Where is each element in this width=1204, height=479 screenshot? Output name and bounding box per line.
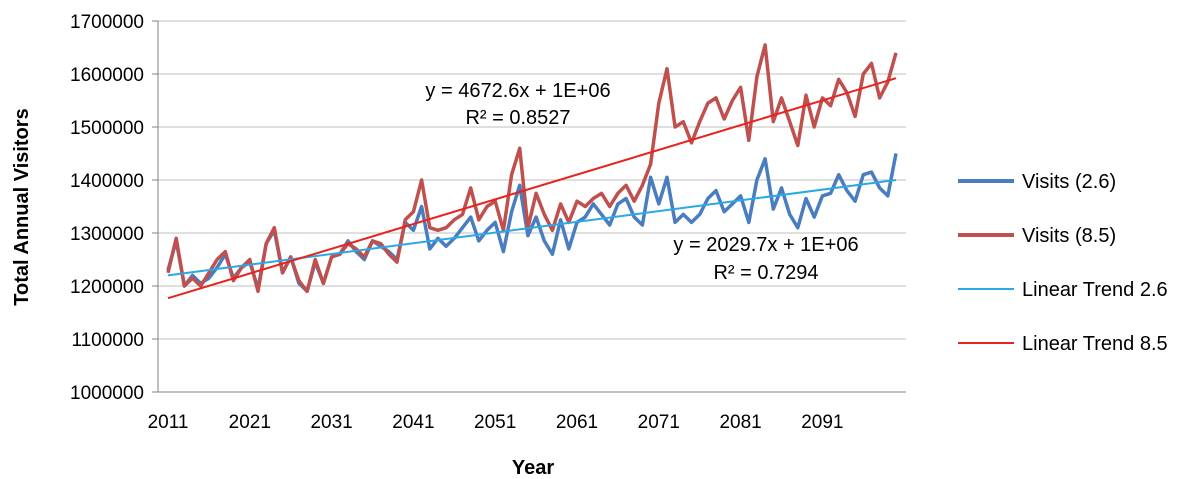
legend: Visits (2.6) Visits (8.5) Linear Trend 2.6… xyxy=(958,171,1168,355)
y-tick-label: 1000000 xyxy=(70,383,144,404)
gridlines xyxy=(158,20,906,340)
x-tick-label: 2051 xyxy=(474,412,516,433)
trend-equation-label: y = 4672.6x + 1E+06 xyxy=(425,80,610,102)
x-tick-label: 2041 xyxy=(392,412,434,433)
trend-equation-label: y = 2029.7x + 1E+06 xyxy=(673,234,858,256)
x-tick-label: 2071 xyxy=(638,412,680,433)
x-tick-label: 2021 xyxy=(229,412,271,433)
y-tick-label: 1300000 xyxy=(70,224,144,245)
trend-equation-label: R² = 0.7294 xyxy=(713,262,818,284)
legend-label: Visits (2.6) xyxy=(1022,171,1116,193)
trend-equation-label: R² = 0.8527 xyxy=(465,107,570,129)
x-tick-label: 2091 xyxy=(801,412,843,433)
trend-annotations: y = 4672.6x + 1E+06 R² = 0.8527 y = 2029.7… xyxy=(425,80,858,284)
y-tick-label: 1400000 xyxy=(70,171,144,192)
x-axis-title: Year xyxy=(512,457,554,479)
y-tick-label: 1100000 xyxy=(71,330,144,351)
x-tick-labels: 2011 2021 2031 2041 2051 2061 2071 2081 2091 xyxy=(148,412,844,433)
legend-label: Linear Trend 8.5 xyxy=(1022,333,1168,355)
x-tick-label: 2081 xyxy=(719,412,761,433)
series-lines xyxy=(166,43,898,300)
y-tick-labels: 1000000 1100000 1200000 1300000 1400000 15000… xyxy=(70,12,144,404)
series-linear-trend-8-5 xyxy=(167,77,897,300)
axes xyxy=(152,20,906,393)
y-tick-label: 1600000 xyxy=(70,65,144,86)
y-tick-label: 1700000 xyxy=(70,12,144,33)
y-tick-label: 1200000 xyxy=(70,277,144,298)
legend-label: Visits (8.5) xyxy=(1022,225,1116,247)
legend-label: Linear Trend 2.6 xyxy=(1022,279,1168,301)
x-tick-label: 2061 xyxy=(556,412,598,433)
x-tick-label: 2031 xyxy=(310,412,352,433)
y-axis-title: Total Annual Visitors xyxy=(11,108,33,305)
x-tick-label: 2011 xyxy=(148,412,189,433)
y-tick-label: 1500000 xyxy=(70,118,144,139)
series-linear-trend-2-6 xyxy=(167,179,897,277)
